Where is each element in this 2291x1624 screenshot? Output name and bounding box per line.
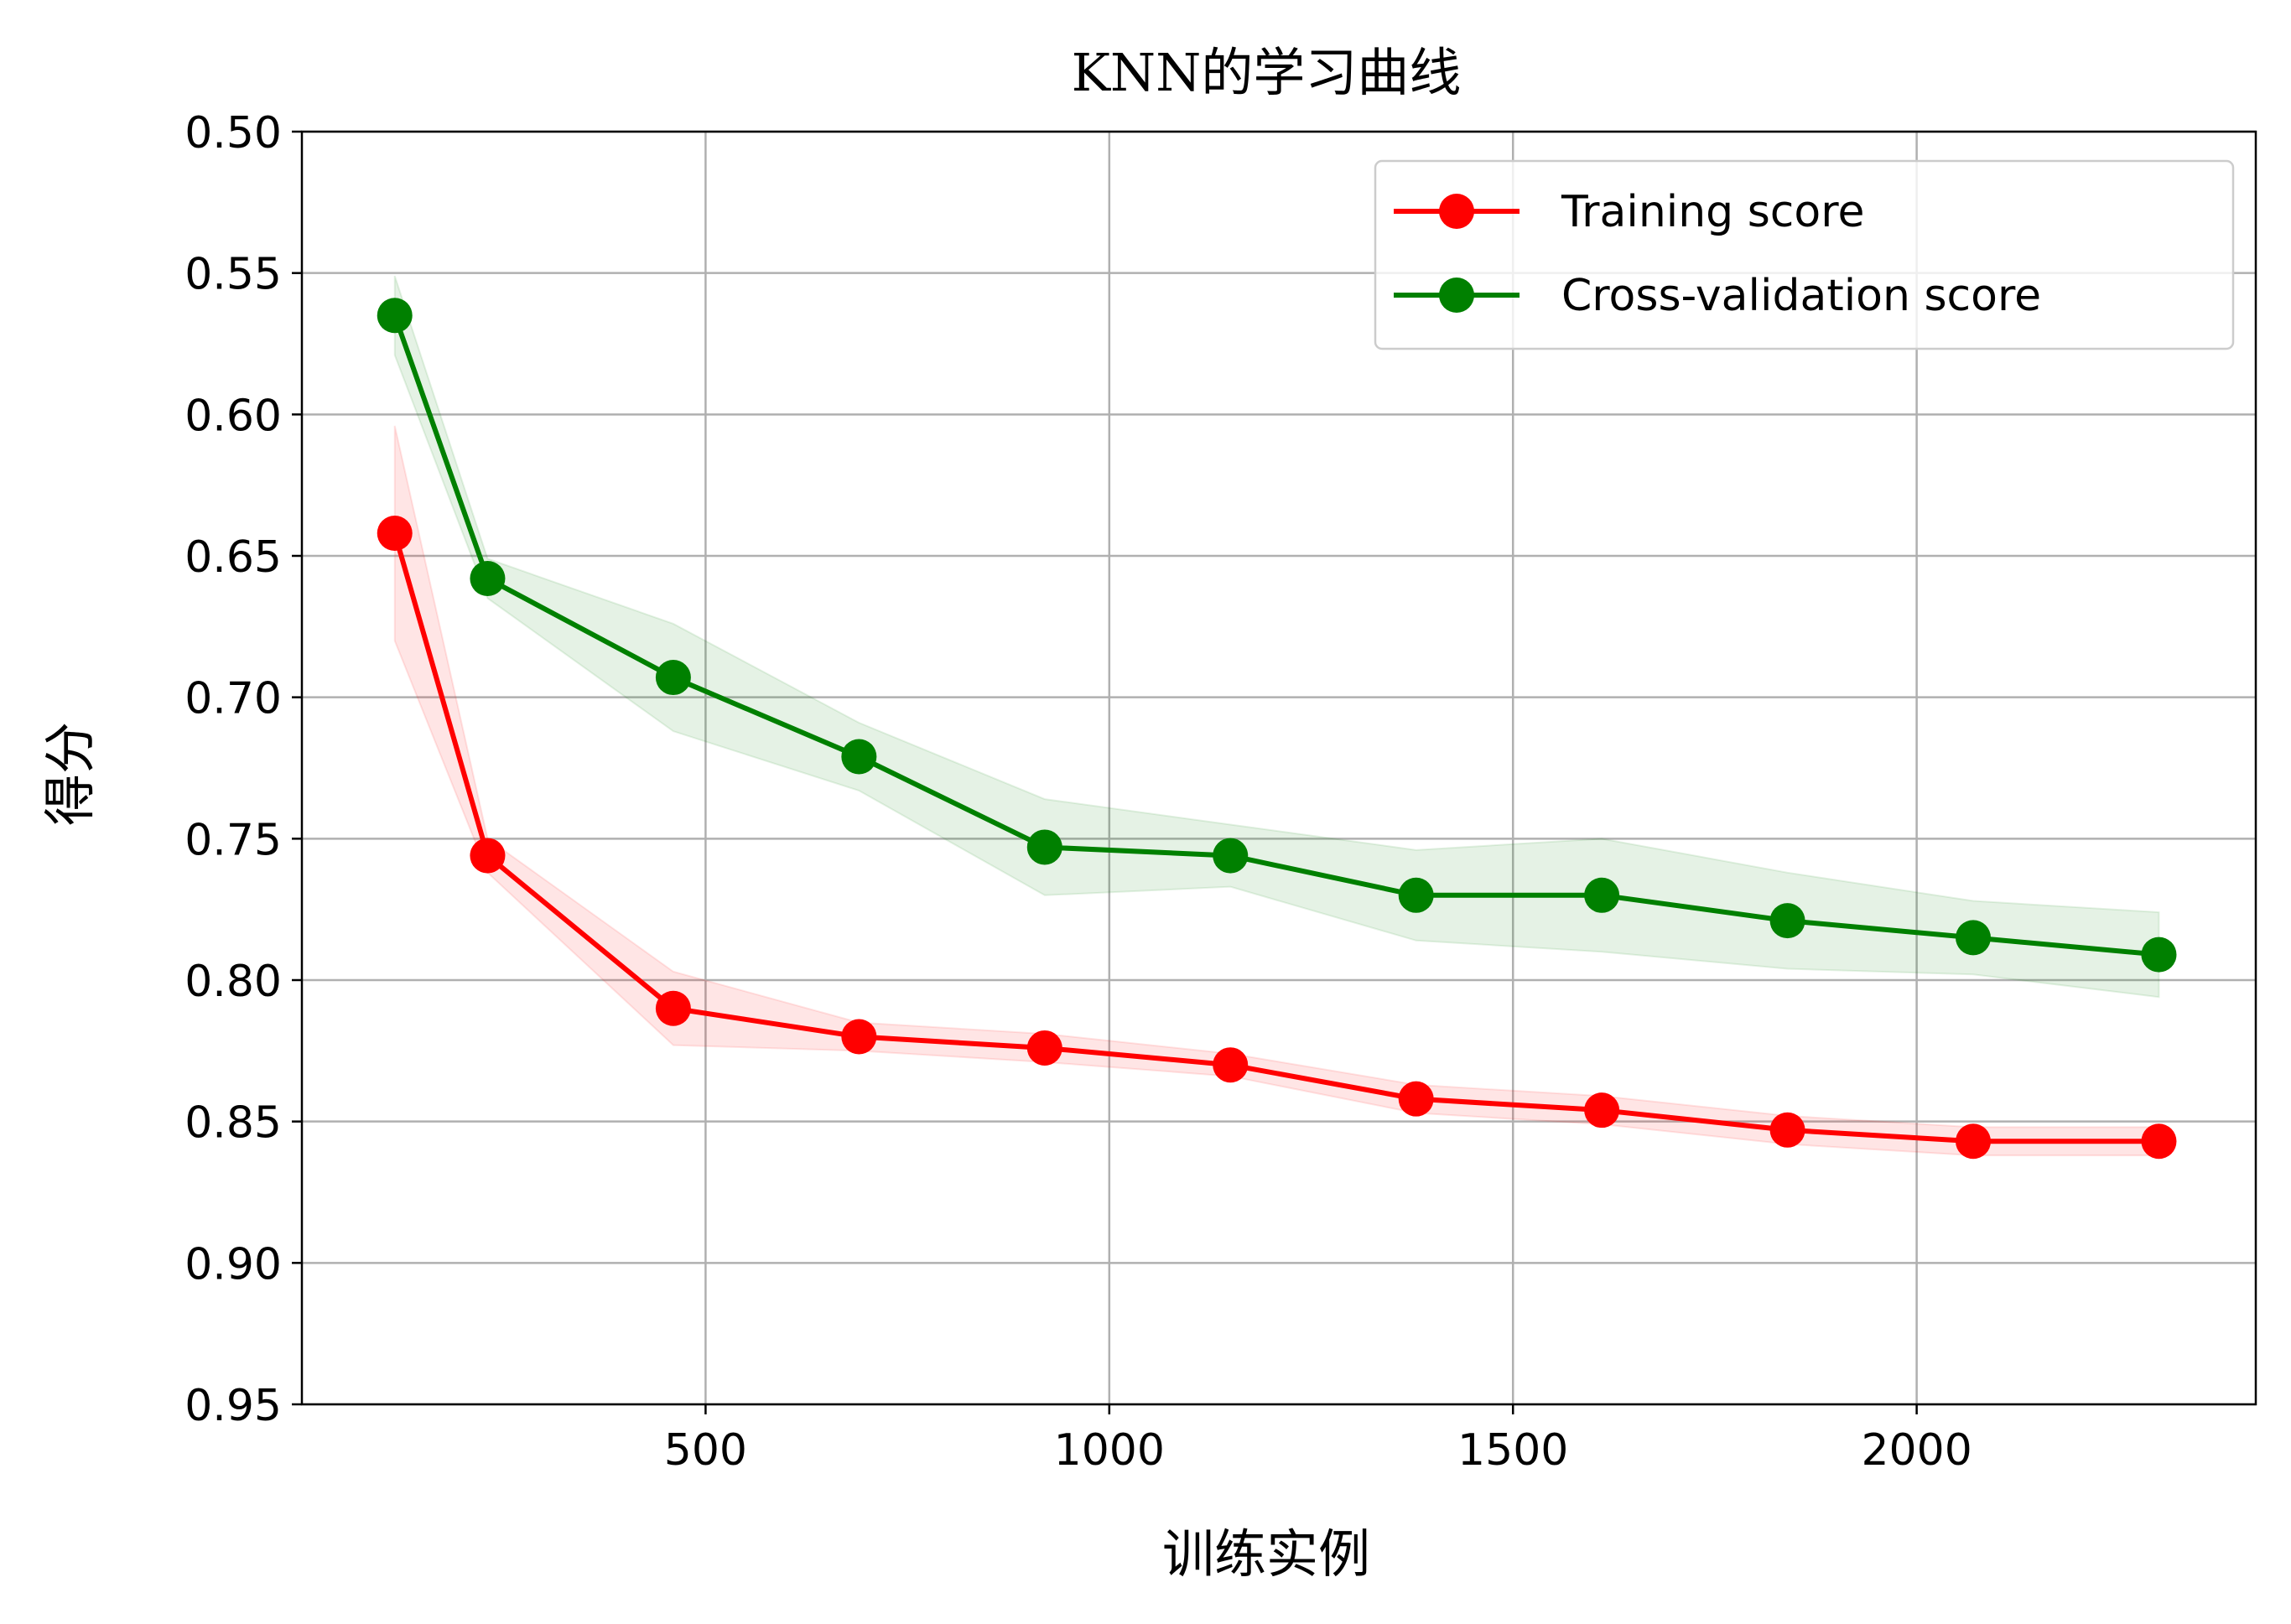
cross-validation-point xyxy=(1026,829,1062,865)
training-point xyxy=(841,1019,877,1055)
y-tick-label: 0.65 xyxy=(184,532,282,583)
y-tick-label: 0.70 xyxy=(184,674,282,724)
training-point xyxy=(1956,1123,1992,1160)
y-tick-label: 0.85 xyxy=(184,1098,282,1149)
training-point xyxy=(2141,1123,2177,1160)
training-point xyxy=(1584,1092,1620,1128)
legend-box xyxy=(1374,159,2235,350)
cross-validation-point xyxy=(1956,920,1992,956)
legend-cv-label: Cross-validation score xyxy=(1561,271,2041,321)
x-tick-label: 1000 xyxy=(1054,1425,1165,1476)
legend-training-marker xyxy=(1439,194,1474,229)
cross-validation-point xyxy=(377,298,413,334)
cross-validation-point xyxy=(1398,877,1434,913)
legend-cv-marker xyxy=(1439,278,1474,313)
cross-validation-point xyxy=(1213,838,1249,874)
legend-training-label: Training score xyxy=(1561,187,1864,237)
y-tick-label: 0.60 xyxy=(184,391,282,441)
training-point xyxy=(470,838,506,874)
cross-validation-point xyxy=(1769,903,1805,939)
y-axis-ticks: 0.50 0.55 0.60 0.65 0.70 0.75 0.80 0.85 0.90 0.95 xyxy=(184,108,302,1431)
y-tick-label: 0.90 xyxy=(184,1239,282,1289)
cross-validation-point xyxy=(841,739,877,775)
x-tick-label: 1500 xyxy=(1457,1425,1568,1476)
training-point xyxy=(377,516,413,552)
x-tick-label: 500 xyxy=(664,1425,747,1476)
cross-validation-point xyxy=(655,660,691,696)
legend: Training score Cross-validation score xyxy=(1374,159,2235,350)
x-tick-label: 2000 xyxy=(1861,1425,1972,1476)
training-point xyxy=(1769,1112,1805,1148)
cross-validation-point xyxy=(1584,877,1620,913)
cross-validation-point xyxy=(470,560,506,596)
y-axis-title: 得分 xyxy=(39,722,101,826)
plot-frame xyxy=(300,130,2257,1406)
x-axis-title: 训练实例 xyxy=(1162,1523,1370,1585)
y-tick-label: 0.80 xyxy=(184,957,282,1007)
chart-title: KNN的学习曲线 xyxy=(1072,42,1462,103)
y-tick-label: 0.95 xyxy=(184,1381,282,1431)
series-points xyxy=(377,298,2177,1160)
cross-validation-point xyxy=(2141,937,2177,973)
y-tick-label: 0.50 xyxy=(184,108,282,158)
training-point xyxy=(655,990,691,1026)
y-tick-label: 0.55 xyxy=(184,250,282,300)
x-axis-ticks: 500 1000 1500 2000 xyxy=(664,1404,1972,1476)
training-point xyxy=(1213,1047,1249,1083)
training-point xyxy=(1026,1030,1062,1066)
y-tick-label: 0.75 xyxy=(184,815,282,865)
training-point xyxy=(1398,1081,1434,1117)
